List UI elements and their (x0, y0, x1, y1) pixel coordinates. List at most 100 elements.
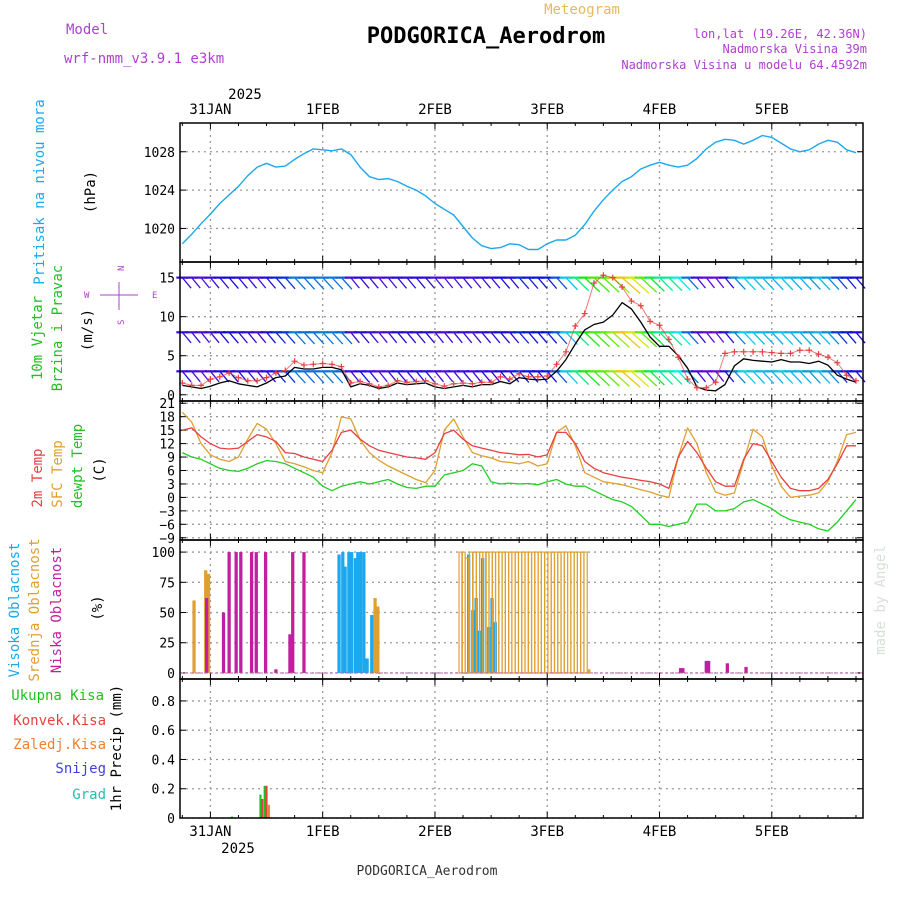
model-label: Model (66, 22, 108, 38)
low-cloud-bar (704, 660, 708, 673)
wind-barb-mark (677, 331, 691, 346)
wind-barb-mark (715, 277, 725, 289)
wind-barb-mark (621, 277, 641, 295)
wind-barb-mark (790, 370, 803, 384)
mid-cloud-bar (192, 600, 196, 673)
wind-barb-mark (294, 370, 306, 384)
wind-barb-mark (668, 277, 683, 292)
wind-barb-mark (284, 331, 296, 344)
wind-barb-mark (499, 331, 511, 344)
low-cloud-bar (234, 552, 238, 673)
wind-barb-mark (359, 331, 370, 344)
wind-barb-mark (200, 277, 210, 289)
wind-barb-mark (415, 277, 426, 289)
wind-barb-mark (668, 331, 683, 346)
wind-barb-mark (602, 370, 620, 387)
low-cloud-bar (227, 552, 231, 673)
wind-barb-mark (743, 277, 756, 291)
wind-barb-mark (191, 331, 201, 344)
wind-barb-mark (659, 370, 674, 385)
wind-barb-mark (443, 277, 454, 289)
wind-barb-mark (247, 331, 258, 344)
y-tick-label: 15 (159, 424, 175, 439)
wind-barb-mark (340, 331, 353, 345)
wind-barb-mark (827, 331, 840, 345)
wind-barb-mark (294, 277, 306, 290)
cloud-unit: (%) (90, 595, 106, 620)
high-cloud-bar (343, 566, 347, 673)
y-tick-label: 5 (167, 350, 175, 365)
y-tick-label: 3 (167, 478, 175, 493)
station-elevation: Nadmorska Visina 39m (723, 42, 868, 56)
wind-barb-mark (771, 277, 784, 291)
low-cloud-bar (744, 666, 748, 673)
y-tick-label: 10 (159, 311, 175, 326)
wind-barb-mark (537, 277, 548, 289)
wind-barb-mark (406, 370, 417, 383)
high-cloud-bar (353, 558, 358, 673)
wind-barb-mark (752, 277, 766, 291)
mid-cloud-bar (468, 551, 474, 674)
pressure-unit: (hPa) (83, 171, 99, 213)
wind-barb-mark (256, 370, 267, 383)
compass-south: S (117, 320, 127, 325)
wind-barb-mark (593, 277, 611, 293)
wind-barb-mark (219, 331, 230, 344)
x-tick-label-top: 2FEB (418, 102, 452, 118)
x-tick-label-bottom: 5FEB (755, 824, 789, 840)
wind-barb-mark (743, 331, 756, 346)
wind-barb-mark (649, 331, 665, 347)
wind-barb-mark (322, 370, 334, 384)
cloud-labels: Visoka Oblacnost Srednja Oblacnost Niska… (7, 538, 106, 681)
compass-west: W (84, 291, 90, 301)
wind-barb-mark (677, 277, 691, 291)
wind-barb-mark (799, 331, 812, 345)
precip-total-bar (259, 794, 262, 818)
wind-barb-mark (808, 370, 821, 384)
wind-barb-mark (415, 331, 426, 344)
wind-barb-mark (350, 331, 360, 344)
wind-barb-mark (237, 277, 248, 289)
wind-barb-mark (256, 277, 267, 289)
wind-barb-mark (696, 370, 707, 383)
wind-barb-mark (322, 331, 334, 345)
wind-barb-mark (312, 277, 325, 290)
low-cloud-label: Niska Oblacnost (49, 547, 65, 673)
wind-barb-mark (724, 331, 735, 344)
wind-barb-mark (724, 277, 735, 289)
wind-barb-mark (733, 331, 746, 345)
wind-barb-mark (481, 370, 492, 383)
wind-barb-mark (705, 370, 716, 383)
x-tick-label-bottom: 1FEB (306, 824, 340, 840)
wind-barb-mark (790, 277, 803, 291)
y-tick-label: 0.8 (152, 695, 175, 710)
wind-barb-mark (462, 277, 473, 289)
wind-barb-mark (705, 277, 716, 289)
temp-labels: 2m Temp SFC Temp dewpt Temp (C) (30, 424, 108, 508)
y-tick-label: 0 (167, 389, 175, 404)
y-tick-label: 0 (167, 667, 175, 682)
wind-barb-mark (237, 331, 248, 344)
x-tick-label-top: 3FEB (530, 102, 564, 118)
wind-barb-mark (406, 331, 417, 344)
wind-gust-line (182, 274, 857, 389)
wind-title-2: Brzina i Pravac (50, 265, 66, 391)
low-cloud-bar (302, 552, 306, 673)
y-tick-label: 0.2 (152, 783, 175, 798)
mid-cloud-bar (376, 606, 380, 673)
wind-barb-mark (621, 331, 641, 349)
wind-barb-mark (640, 370, 658, 387)
year-label-top: 2025 (228, 87, 262, 103)
wind-barb-mark (453, 277, 463, 289)
wind-barb-mark (284, 277, 296, 290)
wind-barb-mark (219, 370, 230, 383)
high-cloud-bar (370, 614, 374, 673)
model-elevation: Nadmorska Visina u modelu 64.4592m (621, 58, 867, 72)
wind-barb-mark (565, 277, 579, 291)
wind-barb-mark (705, 331, 716, 343)
wind-barb-mark (303, 331, 316, 345)
wind-barb-mark (378, 331, 388, 344)
compass-east: E (152, 291, 157, 301)
wind-barb-mark (818, 370, 831, 384)
mid-cloud-label: Srednja Oblacnost (27, 538, 43, 681)
